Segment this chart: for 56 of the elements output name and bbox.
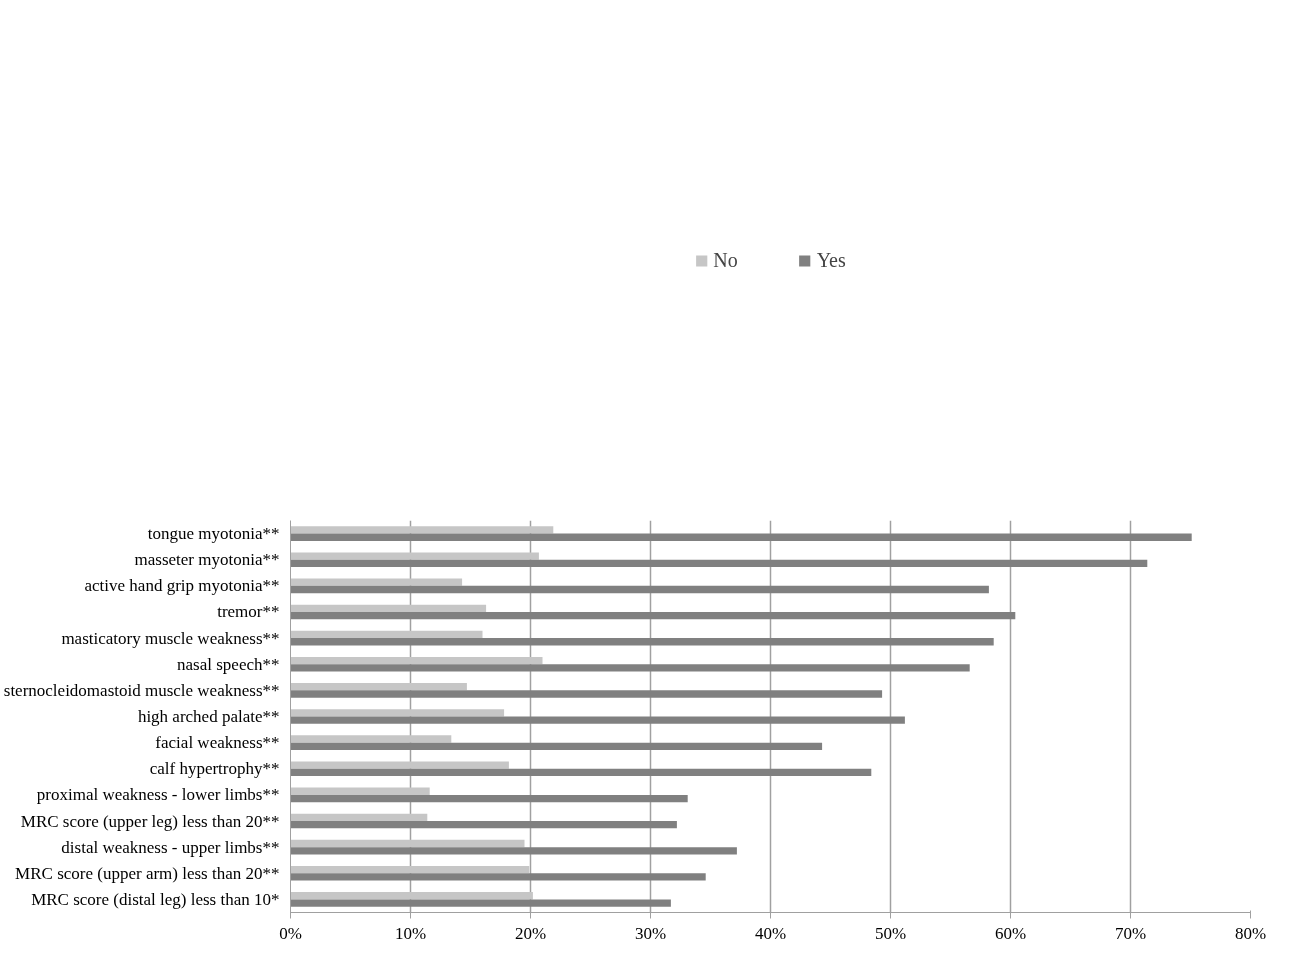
bar bbox=[290, 839, 525, 848]
y-tick-label: masticatory muscle weakness** bbox=[61, 628, 280, 648]
bar bbox=[290, 742, 823, 750]
y-tick-label: MRC score (upper leg) less than 20** bbox=[20, 811, 280, 831]
bar bbox=[290, 716, 905, 724]
bar bbox=[290, 630, 483, 639]
bar bbox=[290, 873, 706, 881]
y-tick-label: calf hypertrophy** bbox=[149, 759, 280, 779]
bar bbox=[290, 865, 530, 874]
y-tick-label: active hand grip myotonia** bbox=[84, 576, 280, 596]
bar bbox=[290, 604, 487, 612]
y-tick-label: facial weakness** bbox=[155, 733, 280, 753]
y-tick-label: proximal weakness - lower limbs** bbox=[36, 785, 280, 805]
bar bbox=[290, 899, 671, 907]
x-tick-label: 60% bbox=[994, 923, 1027, 943]
x-tick-label: 70% bbox=[1114, 923, 1147, 943]
bar bbox=[290, 578, 463, 586]
x-tick-label: 30% bbox=[634, 923, 667, 943]
legend-label: Yes bbox=[816, 248, 846, 272]
bar bbox=[290, 533, 1192, 541]
bar bbox=[290, 761, 509, 769]
y-tick-label: tongue myotonia** bbox=[147, 524, 280, 544]
bar bbox=[290, 768, 872, 777]
bar bbox=[290, 735, 452, 743]
bar bbox=[290, 821, 677, 829]
y-tick-label: high arched palate** bbox=[137, 707, 280, 726]
bar bbox=[290, 787, 430, 795]
x-tick-label: 50% bbox=[874, 923, 907, 943]
x-tick-label: 80% bbox=[1234, 923, 1267, 943]
y-tick-label: masseter myotonia** bbox=[134, 550, 280, 570]
bar bbox=[290, 892, 533, 900]
y-tick-label: nasal speech** bbox=[177, 654, 280, 674]
y-tick-label: tremor** bbox=[217, 602, 280, 622]
x-tick-label: 20% bbox=[514, 923, 547, 943]
bar bbox=[290, 526, 554, 534]
x-tick-label: 0% bbox=[279, 923, 302, 943]
bar bbox=[290, 585, 989, 594]
bar bbox=[290, 683, 467, 691]
bar bbox=[290, 559, 1148, 568]
y-tick-label: sternocleidomastoid muscle weakness** bbox=[3, 680, 280, 700]
bar bbox=[290, 552, 539, 560]
y-tick-label: MRC score (distal leg) less than 10* bbox=[31, 889, 280, 909]
bar bbox=[290, 638, 994, 646]
bar bbox=[290, 656, 543, 665]
x-tick-label: 40% bbox=[754, 923, 787, 943]
bar bbox=[290, 709, 505, 717]
legend-label: No bbox=[713, 248, 738, 272]
bar bbox=[290, 847, 737, 855]
bar bbox=[290, 690, 883, 698]
bar bbox=[290, 794, 688, 803]
bar bbox=[290, 813, 428, 822]
y-tick-label: distal weakness - upper limbs** bbox=[61, 837, 280, 857]
bar bbox=[290, 664, 970, 672]
y-tick-label: MRC score (upper arm) less than 20** bbox=[15, 863, 280, 883]
x-tick-label: 10% bbox=[394, 923, 427, 943]
bar bbox=[290, 611, 1016, 620]
